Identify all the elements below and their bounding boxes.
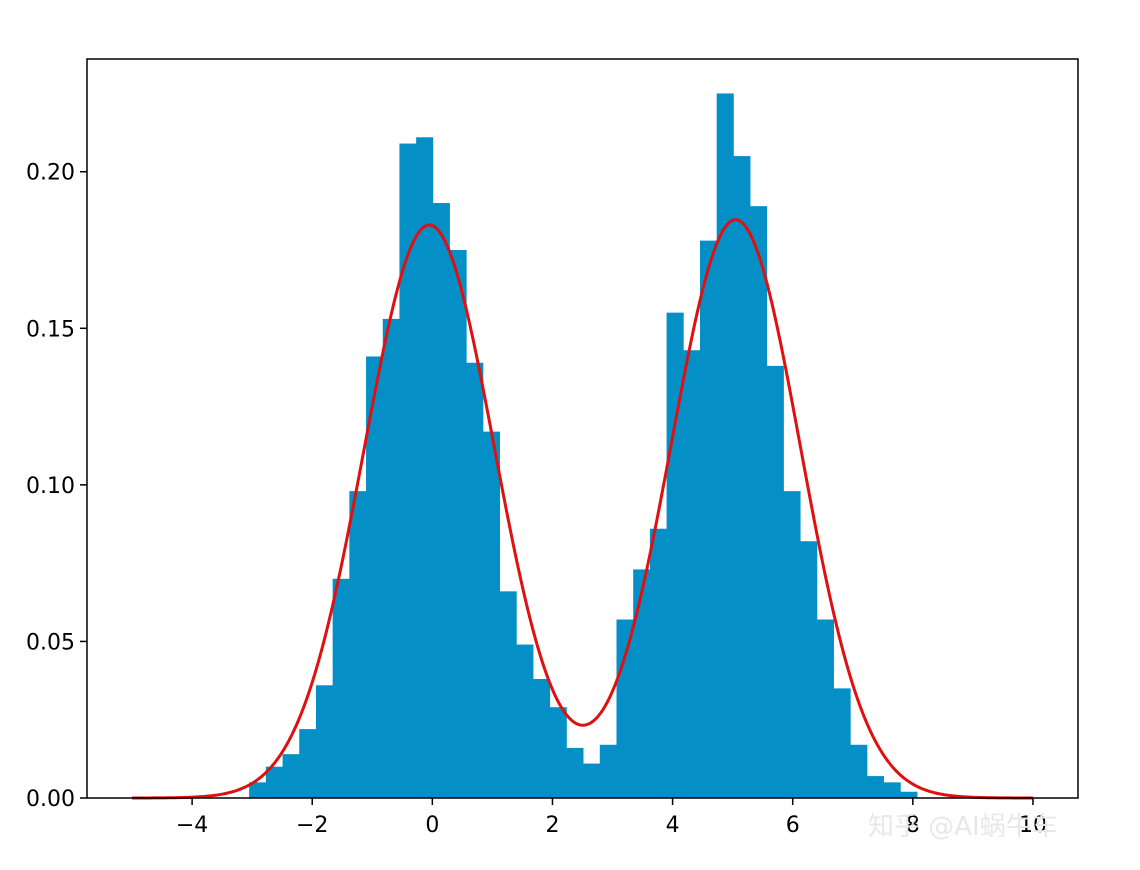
histogram-bar <box>499 591 517 798</box>
histogram-bar <box>366 356 384 798</box>
histogram-bar <box>699 240 718 798</box>
y-tick-label: 0.05 <box>26 630 75 655</box>
x-tick-label: −4 <box>176 813 208 838</box>
histogram-bar <box>666 312 684 798</box>
histogram-bar <box>349 491 367 798</box>
histogram-bar <box>315 685 334 798</box>
histogram-bar <box>750 206 768 799</box>
y-tick-label: 0.15 <box>26 317 75 342</box>
histogram-bar <box>866 776 885 798</box>
histogram-bar <box>766 365 784 798</box>
histogram-bar <box>533 679 551 798</box>
histogram-bar <box>549 707 567 798</box>
plot-frame <box>86 58 1079 799</box>
histogram-bar <box>399 143 417 798</box>
histogram-bar <box>816 619 834 798</box>
histogram-bar <box>833 688 851 798</box>
x-tick-label: −2 <box>296 813 328 838</box>
y-tick-label: 0.20 <box>26 161 75 186</box>
y-tick-label: 0.00 <box>26 787 75 812</box>
histogram-bar <box>449 250 467 799</box>
histogram-bar <box>432 203 450 799</box>
x-tick-label: 6 <box>786 813 800 838</box>
histogram-bar <box>850 744 868 798</box>
x-tick-label: 4 <box>666 813 680 838</box>
histogram-bar <box>649 528 667 798</box>
histogram-bar <box>249 782 267 798</box>
y-axis: 0.00 0.05 0.10 0.15 0.20 <box>26 161 87 812</box>
histogram-bars <box>249 93 918 799</box>
histogram-bar <box>482 431 501 798</box>
histogram-bar <box>616 619 634 798</box>
histogram-bar <box>332 578 350 798</box>
x-axis: −4 −2 0 2 4 6 8 10 <box>176 798 1047 838</box>
histogram-bar <box>265 766 283 798</box>
histogram-bar <box>733 156 751 799</box>
x-tick-label: 2 <box>545 813 559 838</box>
watermark: 知乎 @AI蜗牛车 <box>868 812 1058 842</box>
histogram-bar <box>416 137 434 798</box>
histogram-bar <box>599 744 617 798</box>
x-tick-label: 8 <box>906 813 920 838</box>
histogram-bar <box>883 782 901 798</box>
histogram-bar <box>299 729 317 798</box>
histogram-bar <box>516 644 534 798</box>
histogram-bar <box>466 362 484 798</box>
histogram-bar <box>800 541 818 798</box>
histogram-bar <box>716 93 734 798</box>
histogram-bar <box>783 491 801 798</box>
histogram-bar <box>382 318 400 798</box>
histogram-bar <box>566 747 584 798</box>
histogram-bar <box>583 763 601 798</box>
x-tick-label: 0 <box>425 813 439 838</box>
x-tick-label: 10 <box>1019 813 1047 838</box>
y-tick-label: 0.10 <box>26 474 75 499</box>
histogram-bar <box>900 791 918 798</box>
density-curve <box>132 218 1033 800</box>
histogram-bar <box>683 350 701 798</box>
histogram-bar <box>633 569 651 798</box>
histogram-bar <box>282 754 300 798</box>
